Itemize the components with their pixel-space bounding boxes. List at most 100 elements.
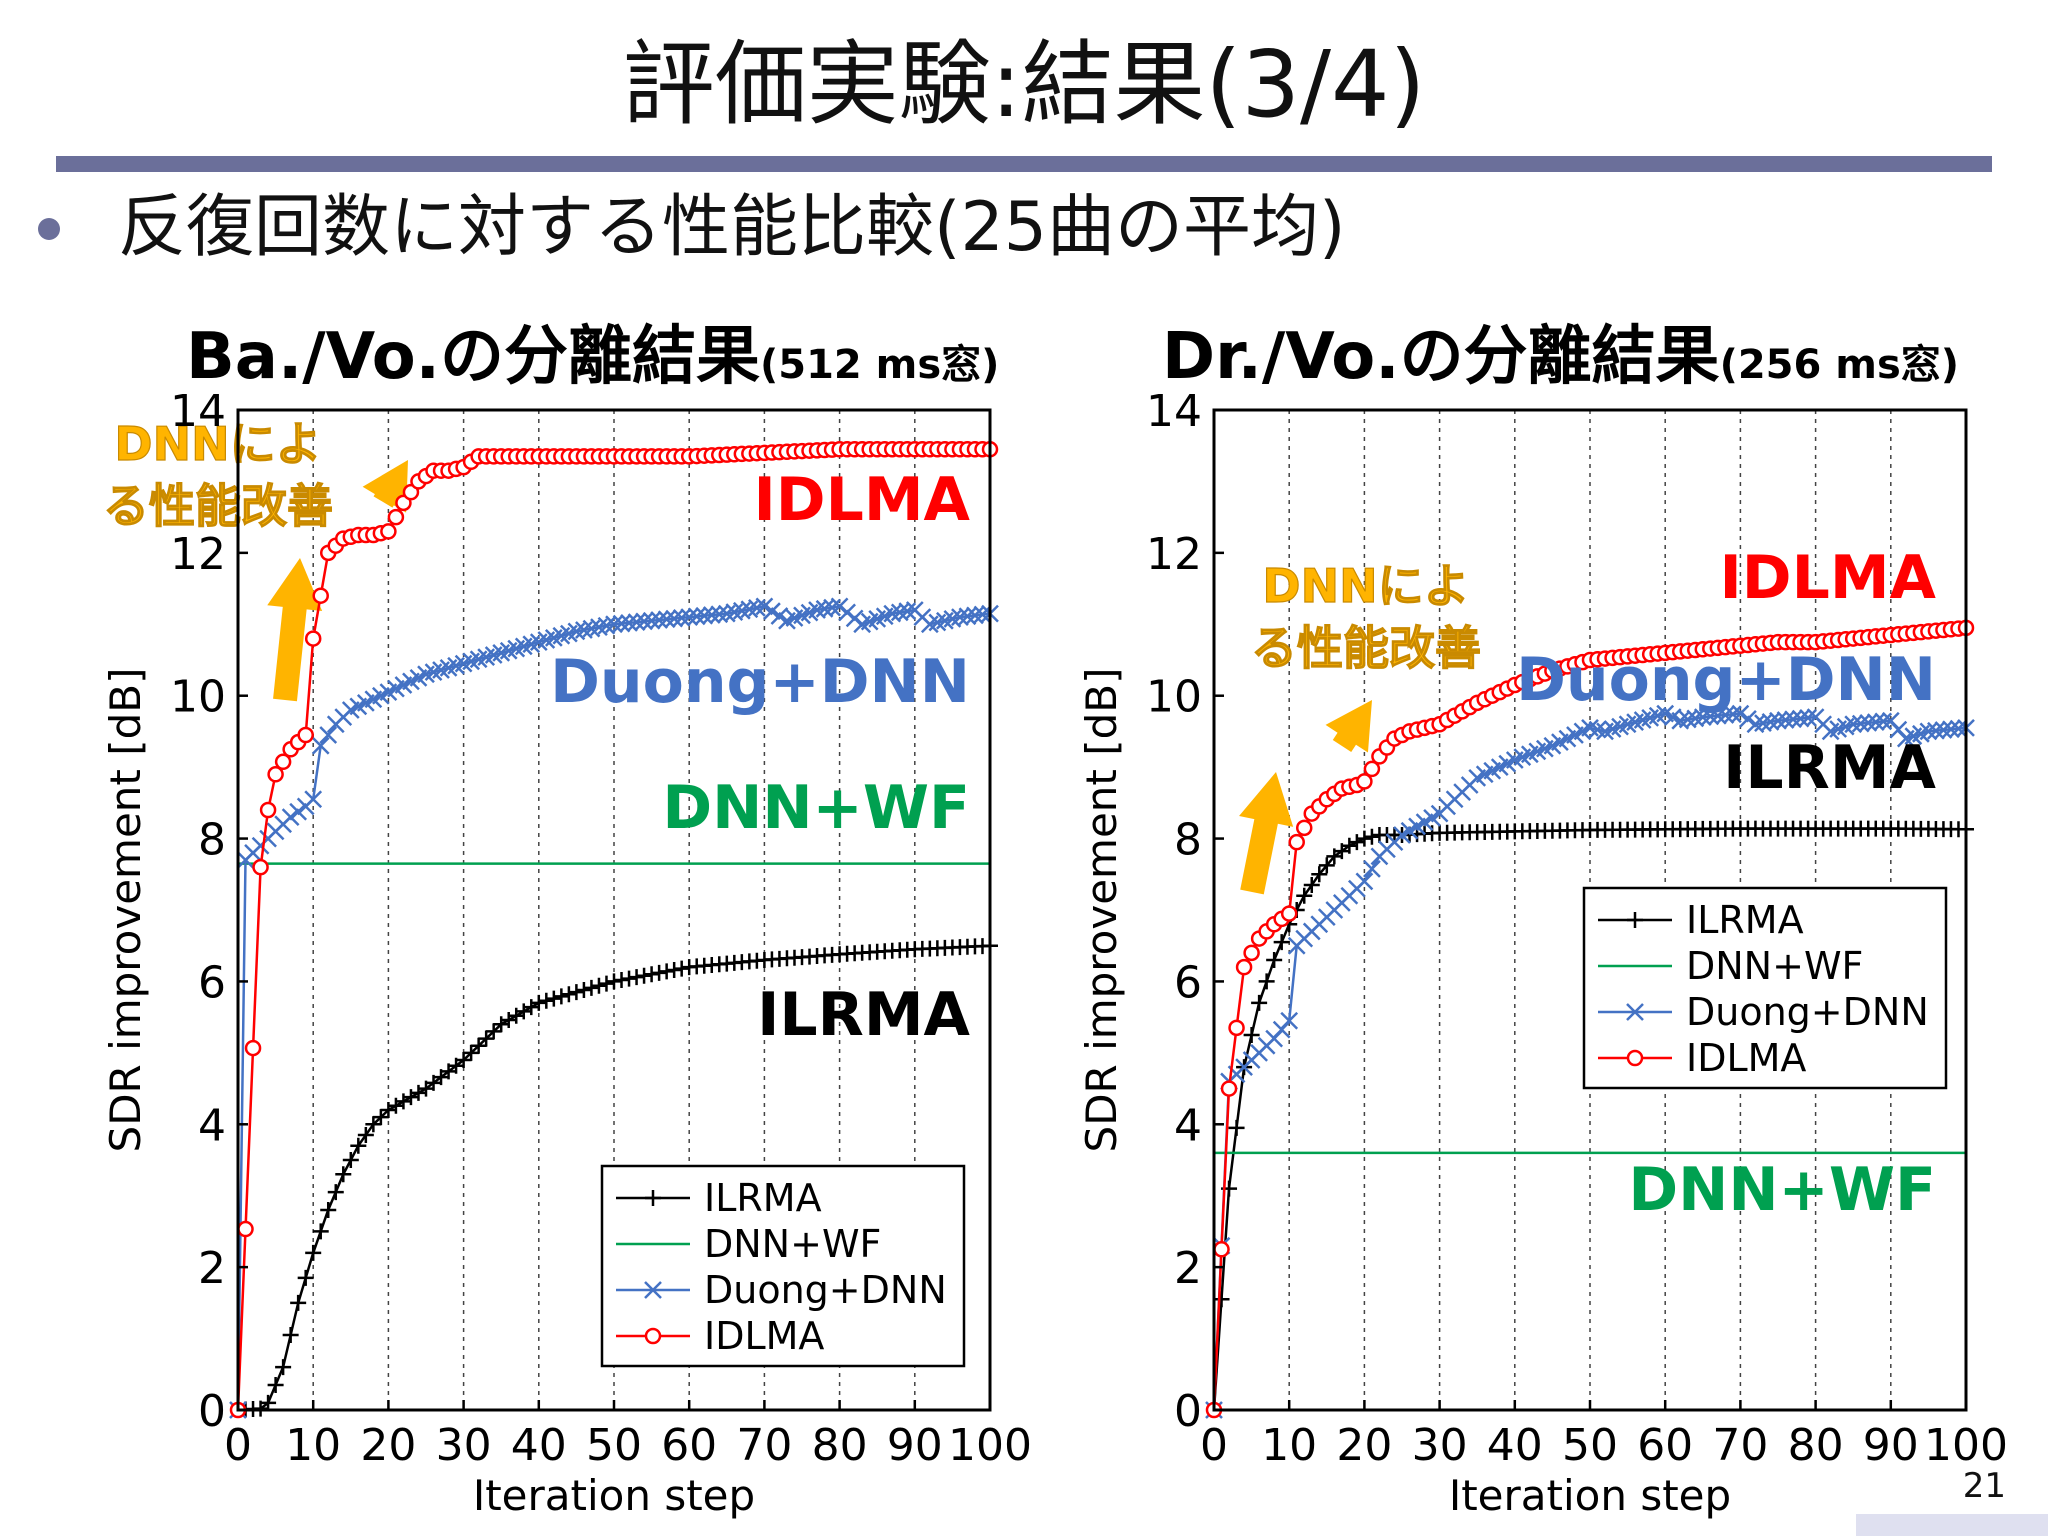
chart-1-heading: Ba./Vo.の分離結果(512 ms窓) <box>186 318 999 404</box>
data-point <box>1348 834 1365 851</box>
data-point <box>342 1152 359 1168</box>
legend-label: DNN+WF <box>1686 944 1863 988</box>
data-point <box>312 587 329 604</box>
axes: 0 2 4 6 8 10 12 14 0 10 20 30 40 50 60 70 80 90 100 <box>170 386 1032 1471</box>
data-point <box>1716 706 1735 724</box>
legend-marker <box>1626 1003 1644 1021</box>
series-inline-label: IDLMA <box>1719 543 1936 613</box>
data-point <box>1686 709 1705 728</box>
data-point <box>478 1030 495 1047</box>
legend-label: Duong+DNN <box>1686 990 1929 1034</box>
data-point <box>695 606 714 625</box>
data-point <box>274 753 292 771</box>
annotation-arrow-icon <box>267 558 323 702</box>
data-point <box>1866 713 1885 732</box>
x-tick-label: 70 <box>1712 1420 1768 1471</box>
series-duong-dnn <box>229 597 999 1419</box>
data-point <box>1693 708 1712 727</box>
data-point <box>402 483 420 501</box>
x-tick-label: 0 <box>224 1420 252 1471</box>
data-point <box>297 726 314 744</box>
data-point <box>612 614 631 633</box>
chart-1-title: Ba./Vo.の分離結果 <box>186 320 760 394</box>
x-tick-label: 30 <box>1412 1420 1468 1471</box>
data-point <box>485 1023 502 1040</box>
legend-label: ILRMA <box>704 1176 822 1220</box>
y-tick-label: 8 <box>198 815 226 866</box>
data-point <box>605 615 623 634</box>
x-tick-label: 70 <box>736 1420 792 1471</box>
data-point <box>289 802 308 821</box>
chart-2-heading: Dr./Vo.の分離結果(256 ms窓) <box>1162 318 1959 404</box>
data-point <box>1295 819 1313 837</box>
data-point <box>312 1223 329 1240</box>
data-point <box>553 988 570 1005</box>
data-point <box>590 977 607 994</box>
x-tick-label: 90 <box>887 1420 943 1471</box>
data-point <box>621 970 638 987</box>
data-point <box>1243 944 1260 962</box>
data-point <box>666 962 683 978</box>
legend-marker <box>644 1281 662 1299</box>
data-point <box>973 605 992 624</box>
data-point <box>1213 1291 1230 1308</box>
chart-2-subtitle: (256 ms窓) <box>1719 342 1960 388</box>
y-axis-label: SDR improvement [dB] <box>101 668 150 1153</box>
data-point <box>642 611 661 630</box>
data-point <box>643 966 660 983</box>
data-point <box>1731 704 1750 723</box>
data-point <box>898 602 917 621</box>
data-point <box>395 494 412 512</box>
data-point <box>1273 934 1290 951</box>
data-point <box>651 964 668 981</box>
data-point <box>1776 711 1795 729</box>
x-tick-label: 0 <box>1200 1420 1228 1471</box>
x-axis-label: Iteration step <box>1449 1471 1731 1520</box>
data-point <box>380 523 397 540</box>
legend-entry: IDLMA <box>616 1314 824 1358</box>
data-point <box>650 611 669 629</box>
y-tick-label: 8 <box>1174 815 1202 866</box>
data-point <box>673 960 690 977</box>
data-point <box>282 1327 299 1343</box>
series-inline-label: ILRMA <box>1723 733 1936 803</box>
data-point <box>815 599 834 618</box>
data-point <box>1678 710 1697 729</box>
series-inline-label: Duong+DNN <box>1516 645 1936 715</box>
data-point <box>260 1394 277 1411</box>
data-point <box>1927 721 1945 740</box>
legend-marker <box>1626 1049 1644 1067</box>
axes: 0 2 4 6 8 10 12 14 0 10 20 30 40 50 60 70 80 90 100 <box>1146 386 2008 1471</box>
annotation-arrow-icon <box>1239 772 1294 895</box>
series-inline-label: ILRMA <box>757 980 970 1050</box>
annotation-arrow-icon <box>1325 700 1372 753</box>
y-tick-label: 10 <box>170 672 226 723</box>
y-tick-label: 10 <box>1146 672 1202 723</box>
data-point <box>1311 866 1328 883</box>
data-point <box>1708 706 1727 725</box>
x-tick-label: 60 <box>1637 1420 1693 1471</box>
data-point <box>267 1377 284 1393</box>
data-point <box>658 963 675 980</box>
x-tick-label: 40 <box>511 1420 567 1471</box>
data-point <box>890 603 909 622</box>
legend-box <box>600 1164 966 1368</box>
data-point <box>635 612 653 631</box>
data-point <box>470 1037 487 1054</box>
x-tick-label: 90 <box>1863 1420 1919 1471</box>
data-point <box>680 608 699 627</box>
annotation-text: る性能改善 <box>1251 621 1481 675</box>
data-point <box>311 736 330 755</box>
data-point <box>365 1116 382 1133</box>
slide-title: 評価実験:結果(3/4) <box>622 31 1426 138</box>
legend-label: IDLMA <box>704 1314 824 1358</box>
y-tick-label: 0 <box>198 1386 226 1437</box>
data-point <box>606 973 622 990</box>
data-point <box>463 1044 480 1061</box>
data-point <box>1363 860 1381 878</box>
legend-box <box>1582 886 1948 1090</box>
y-tick-label: 14 <box>1146 386 1202 437</box>
data-point <box>305 1244 322 1261</box>
